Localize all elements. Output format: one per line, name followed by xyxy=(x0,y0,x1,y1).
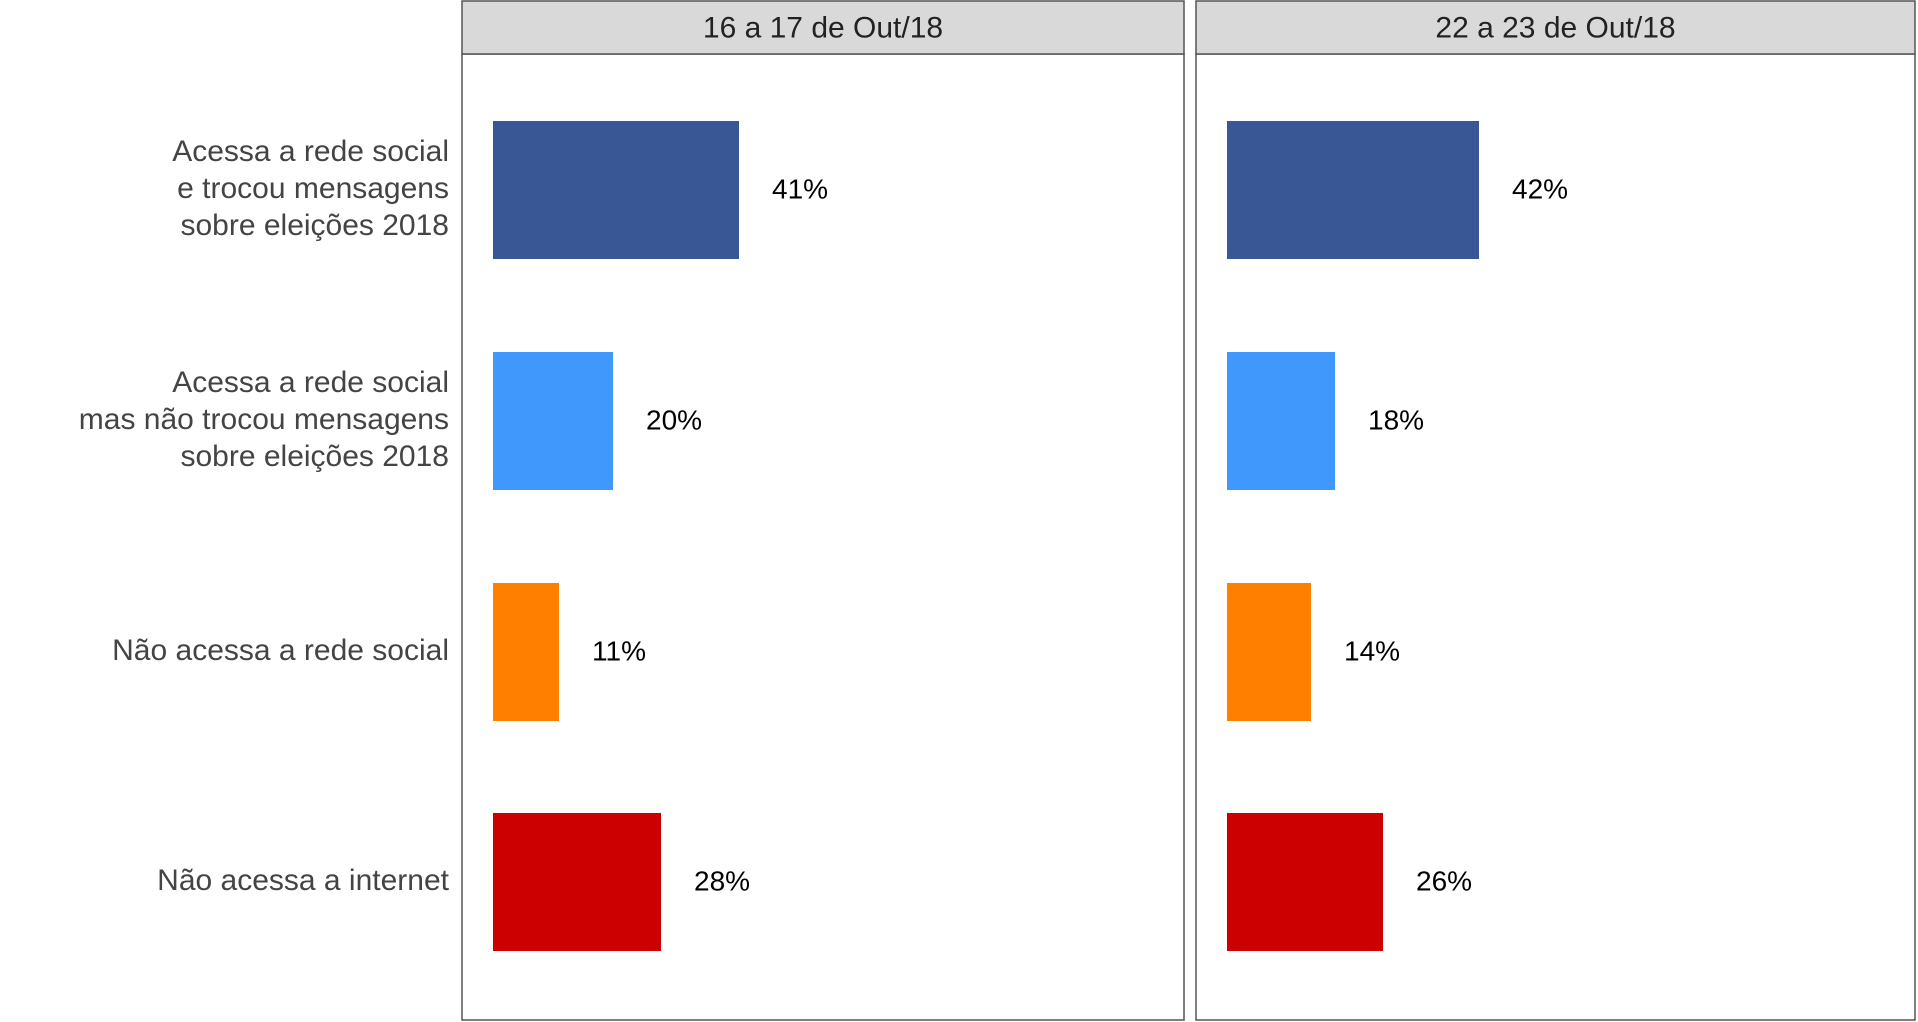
value-label: 42% xyxy=(1512,173,1568,204)
category-label: Não acessa a rede social xyxy=(112,634,449,667)
value-label: 28% xyxy=(694,865,750,896)
panel-title: 16 a 17 de Out/18 xyxy=(703,11,943,44)
category-label: Acessa a rede social e trocou mensagens so… xyxy=(172,135,449,242)
bar xyxy=(1227,121,1479,259)
bar xyxy=(1227,352,1335,490)
value-label: 11% xyxy=(592,635,646,666)
value-label: 18% xyxy=(1368,404,1424,435)
value-label: 20% xyxy=(646,404,702,435)
value-label: 26% xyxy=(1416,865,1472,896)
category-label: Não acessa a internet xyxy=(157,864,450,897)
bar xyxy=(493,352,613,490)
category-label: Acessa a rede social mas não trocou mensa… xyxy=(79,366,449,473)
bar xyxy=(493,813,661,951)
bar xyxy=(493,583,559,721)
value-label: 41% xyxy=(772,173,828,204)
bar xyxy=(493,121,739,259)
bar xyxy=(1227,813,1383,951)
panel-header xyxy=(1195,0,1916,55)
panel-header xyxy=(461,0,1185,55)
panel-title: 22 a 23 de Out/18 xyxy=(1435,11,1675,44)
value-label: 14% xyxy=(1344,635,1400,666)
bar xyxy=(1227,583,1311,721)
